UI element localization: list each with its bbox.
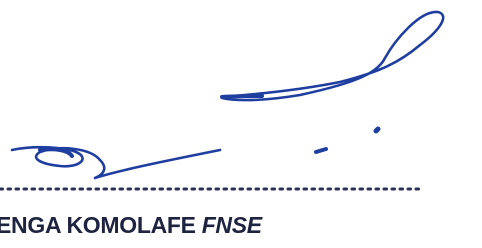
signature-block: ENGA KOMOLAFEFNSE bbox=[0, 0, 482, 248]
signature-stroke bbox=[316, 149, 326, 152]
name-title: FNSE bbox=[202, 212, 262, 238]
signature-stroke bbox=[222, 96, 262, 97]
signature-stroke bbox=[376, 129, 378, 131]
signature-drawing bbox=[0, 0, 482, 248]
signature-stroke bbox=[12, 147, 220, 178]
name-text: ENGA KOMOLAFE bbox=[0, 212, 196, 238]
signature-stroke bbox=[222, 12, 443, 100]
signature-stroke bbox=[40, 149, 72, 156]
